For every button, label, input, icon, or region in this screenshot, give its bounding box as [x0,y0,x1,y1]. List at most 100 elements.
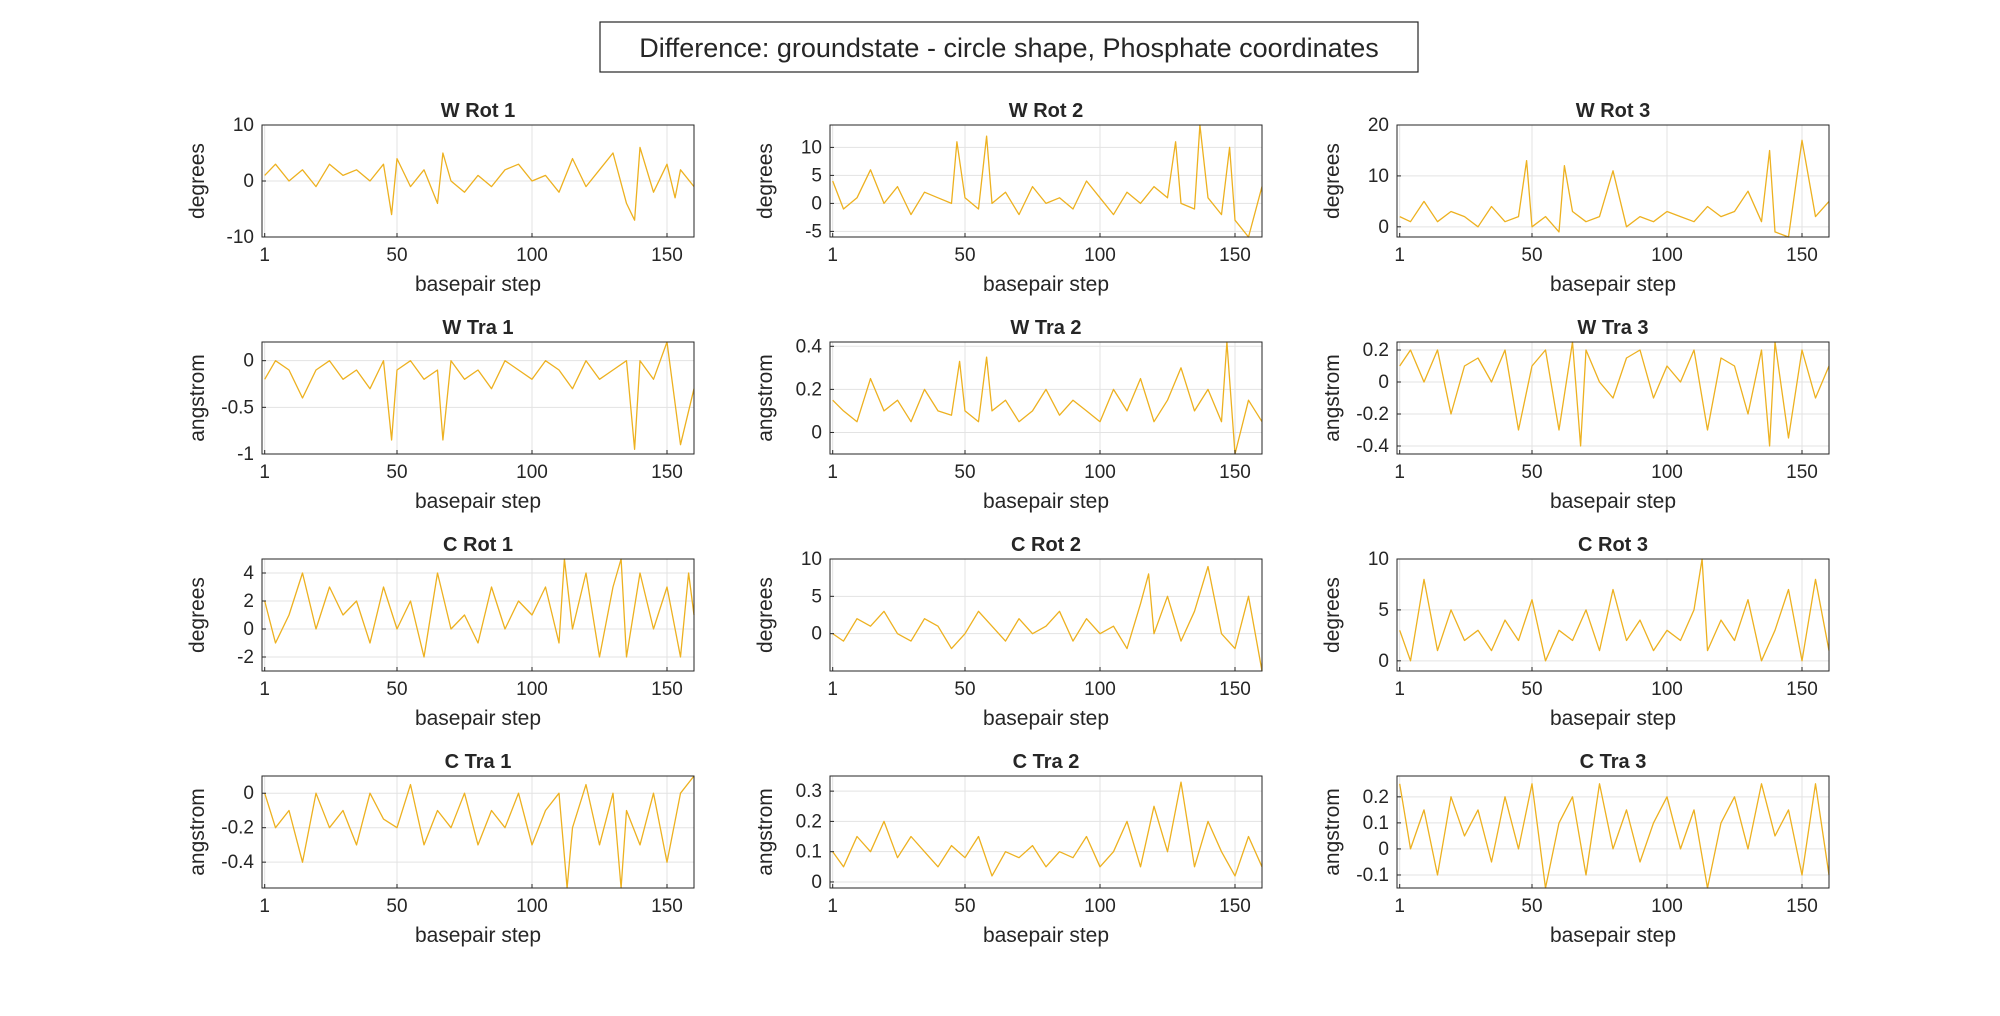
y-tick-label: 0.2 [796,811,822,832]
series-line [832,781,1263,877]
x-tick-label: 50 [954,245,975,266]
y-axis-label: angstrom [186,354,209,442]
x-tick-label: 100 [1084,462,1116,483]
y-tick-label: -0.4 [221,852,254,873]
y-axis-label: angstrom [1321,788,1344,876]
x-tick-label: 1 [1394,896,1405,917]
x-tick-label: 100 [1651,245,1683,266]
y-tick-label: 0 [1378,217,1389,238]
series-line [264,341,695,450]
x-axis-label: basepair step [983,707,1109,730]
y-tick-label: 10 [801,137,822,158]
y-axis-label: degrees [754,577,777,653]
x-tick-label: 150 [1219,462,1251,483]
figure-title: Difference: groundstate - circle shape, … [639,33,1378,63]
x-tick-label: 100 [516,245,548,266]
y-tick-label: 0.2 [796,379,822,400]
y-tick-label: -5 [805,221,822,242]
x-tick-label: 100 [1651,896,1683,917]
plot-area [830,125,1262,237]
y-tick-label: 0 [811,624,822,645]
series-line [1399,341,1830,447]
y-tick-label: -1 [237,444,254,465]
figure-title-box: Difference: groundstate - circle shape, … [599,21,1419,73]
axes-box [261,775,695,889]
y-tick-label: 10 [1368,549,1389,570]
series-line [264,146,695,221]
x-tick-label: 150 [651,896,683,917]
subplot-title: W Rot 3 [1576,100,1650,122]
y-tick-label: 20 [1368,115,1389,136]
x-axis-label: basepair step [415,273,541,296]
axes-box [829,558,1263,672]
y-axis-label: angstrom [186,788,209,876]
y-tick-label: 0 [811,422,822,443]
x-tick-label: 1 [1394,245,1405,266]
plot-area [830,559,1262,671]
subplot-title: C Tra 1 [445,751,512,773]
y-tick-label: 0 [1378,651,1389,672]
y-axis-label: angstrom [754,354,777,442]
series-line [264,775,695,889]
subplot-title: W Tra 2 [1010,317,1081,339]
x-axis-label: basepair step [1550,273,1676,296]
x-tick-label: 50 [386,245,407,266]
x-tick-label: 100 [516,462,548,483]
x-axis-label: basepair step [415,924,541,947]
axes-box [1396,775,1830,889]
x-tick-label: 50 [954,679,975,700]
x-tick-label: 100 [516,679,548,700]
y-tick-label: 5 [811,165,822,186]
x-tick-label: 50 [386,679,407,700]
plot-area [1397,559,1829,671]
x-axis-label: basepair step [983,273,1109,296]
series-line [264,558,695,658]
x-tick-label: 150 [1786,679,1818,700]
axes-box [1396,341,1830,455]
y-tick-label: 10 [801,549,822,570]
subplot-title: C Tra 2 [1013,751,1080,773]
y-tick-label: -0.4 [1356,436,1389,457]
subplot-title: C Tra 3 [1580,751,1647,773]
x-tick-label: 1 [827,679,838,700]
y-tick-label: 0.2 [1363,787,1389,808]
y-tick-label: 5 [811,586,822,607]
subplot-title: C Rot 2 [1011,534,1081,556]
x-tick-label: 100 [1084,896,1116,917]
x-tick-label: 1 [827,245,838,266]
series-line [1399,139,1830,238]
y-tick-label: 5 [1378,600,1389,621]
x-tick-label: 150 [1786,896,1818,917]
y-tick-label: 4 [243,563,254,584]
x-tick-label: 100 [1084,245,1116,266]
x-tick-label: 50 [386,462,407,483]
y-tick-label: 0.4 [796,336,823,357]
x-axis-label: basepair step [1550,924,1676,947]
axes-box [829,341,1263,455]
x-tick-label: 150 [1219,896,1251,917]
x-tick-label: 1 [259,245,270,266]
x-tick-label: 50 [386,896,407,917]
y-tick-label: 0.1 [796,842,822,863]
x-tick-label: 50 [954,896,975,917]
x-axis-label: basepair step [983,924,1109,947]
subplot-title: C Rot 1 [443,534,513,556]
axes-box [1396,124,1830,238]
plot-area [830,342,1262,454]
y-tick-label: 10 [1368,166,1389,187]
x-axis-label: basepair step [415,707,541,730]
axes-box [1396,558,1830,672]
x-tick-label: 150 [1786,462,1818,483]
subplot-title: W Rot 2 [1009,100,1083,122]
x-tick-label: 1 [259,896,270,917]
y-tick-label: 0 [243,351,254,372]
y-axis-label: degrees [1321,577,1344,653]
x-axis-label: basepair step [415,490,541,513]
